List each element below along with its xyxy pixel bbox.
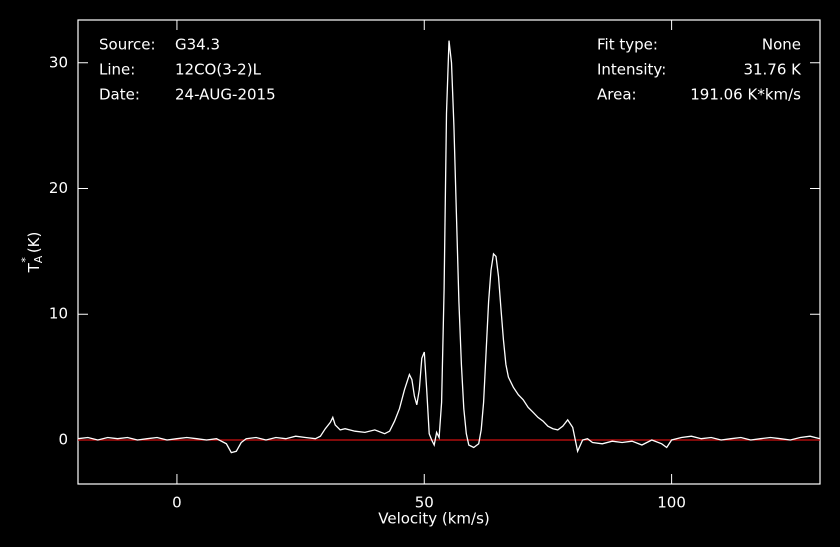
y-tick-label: 0	[58, 430, 68, 448]
y-tick-label: 10	[49, 305, 68, 323]
spectrum-line	[77, 40, 821, 454]
x-tick-label: 50	[415, 494, 434, 512]
y-label-sup: *	[19, 257, 32, 263]
info-value: 12CO(3-2)L	[175, 61, 262, 79]
info-value: 31.76 K	[743, 61, 802, 79]
y-tick-label: 30	[49, 53, 68, 71]
info-label: Date:	[99, 86, 140, 104]
y-label-unit: (K)	[25, 232, 43, 254]
y-axis-label: TA* (K)	[19, 232, 45, 274]
y-label-sub: A	[32, 255, 45, 263]
y-tick-label: 20	[49, 179, 68, 197]
info-label: Source:	[99, 36, 156, 54]
x-tick-label: 100	[657, 494, 686, 512]
info-value: G34.3	[175, 36, 220, 54]
info-label: Intensity:	[597, 61, 666, 79]
x-axis-label: Velocity (km/s)	[378, 510, 489, 528]
plot-frame	[77, 19, 821, 485]
info-value: 24-AUG-2015	[175, 86, 276, 104]
info-value: 191.06 K*km/s	[690, 86, 801, 104]
info-label: Line:	[99, 61, 135, 79]
info-value: None	[762, 36, 801, 54]
y-label-main: T	[25, 262, 43, 273]
info-label: Fit type:	[597, 36, 658, 54]
info-label: Area:	[597, 86, 637, 104]
x-tick-label: 0	[172, 494, 182, 512]
